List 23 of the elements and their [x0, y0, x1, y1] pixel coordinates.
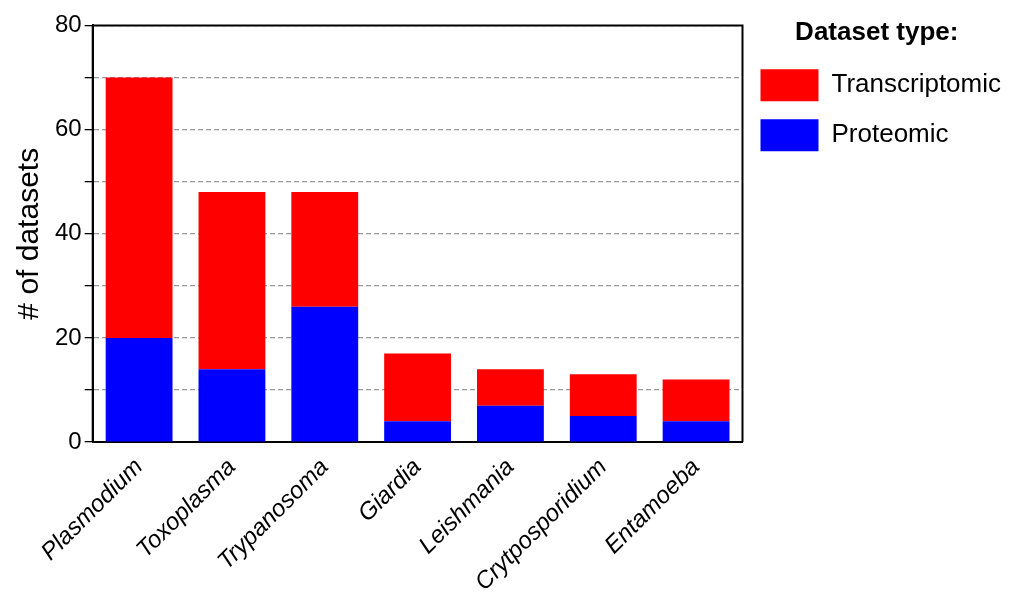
- y-tick-label: 60: [54, 114, 82, 142]
- bar: [384, 421, 452, 442]
- y-tick-label: 20: [54, 322, 82, 350]
- bar: [384, 353, 452, 422]
- bar: [477, 405, 544, 442]
- y-tick-label: 80: [54, 10, 82, 38]
- legend-label: Transcriptomic: [831, 68, 1002, 99]
- bar: [477, 369, 544, 406]
- bar: [198, 369, 266, 442]
- legend-label: Proteomic: [831, 118, 949, 149]
- legend-title: Dataset type:: [795, 16, 959, 47]
- bar: [569, 374, 637, 417]
- bar: [662, 421, 730, 442]
- y-tick-label: 0: [68, 426, 82, 454]
- bar: [105, 337, 173, 442]
- bar: [105, 77, 173, 338]
- y-tick-label: 40: [54, 218, 82, 246]
- bar: [291, 192, 359, 307]
- bar: [291, 306, 359, 442]
- bar: [569, 416, 637, 442]
- y-axis-title: # of datasets: [11, 147, 45, 320]
- bar: [198, 192, 266, 370]
- bar: [662, 379, 730, 422]
